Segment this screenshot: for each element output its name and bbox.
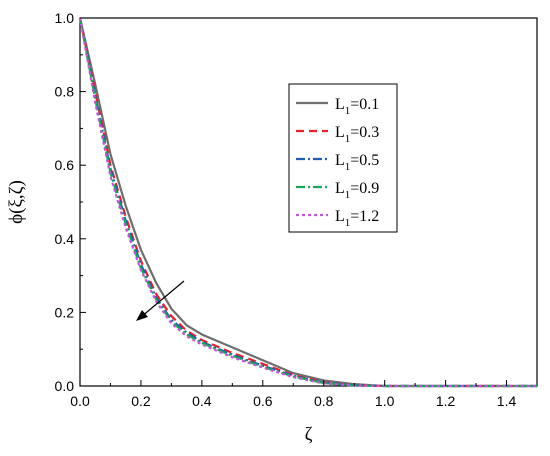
series-layer <box>78 17 537 388</box>
legend-label: L1=0.5 <box>335 152 379 173</box>
x-tick-label: 0.0 <box>70 393 90 409</box>
x-tick-label: 0.4 <box>192 393 212 409</box>
legend-label: L1=0.1 <box>335 96 379 117</box>
trend-arrow-head <box>136 310 148 321</box>
legend-box <box>288 83 398 233</box>
y-tick-label: 0.6 <box>55 157 75 173</box>
axes-layer: 0.0 0.2 0.4 0.6 0.8 1.0 1.2 1.4 0.0 0.2 0.4 0.6 0.8 1… <box>55 10 517 409</box>
y-tick-label: 1.0 <box>55 10 75 26</box>
x-tick-label: 1.4 <box>497 393 517 409</box>
y-tick-label: 0.4 <box>55 231 75 247</box>
trend-arrow-line <box>140 280 185 318</box>
y-axis-title: ϕ(ξ,ζ) <box>6 180 27 224</box>
x-axis-title: ζ <box>305 424 313 445</box>
legend: L1=0.1 L1=0.3 L1=0.5 L1=0.9 L1=1.2 <box>288 83 398 233</box>
legend-label: L1=1.2 <box>335 208 379 229</box>
x-tick-label: 0.2 <box>131 393 151 409</box>
y-tick-label: 0.0 <box>55 378 75 394</box>
x-tick-label: 0.8 <box>314 393 334 409</box>
annotation-layer <box>136 280 185 321</box>
x-tick-label: 0.6 <box>253 393 273 409</box>
legend-label: L1=0.9 <box>335 180 379 201</box>
y-tick-label: 0.2 <box>55 304 75 320</box>
x-tick-label: 1.0 <box>375 393 395 409</box>
x-tick-label: 1.2 <box>436 393 456 409</box>
legend-label: L1=0.3 <box>335 124 379 145</box>
y-tick-label: 0.8 <box>55 84 75 100</box>
series-line-2 <box>78 17 537 388</box>
